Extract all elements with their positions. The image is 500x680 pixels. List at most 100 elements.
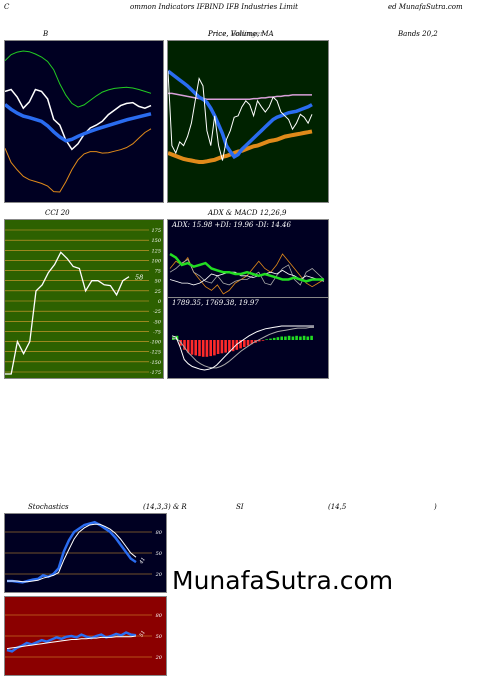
stoch-last-value: 41 [138,557,147,566]
header-center: ommon Indicators IFBIND IFB Industries L… [130,3,298,11]
macd-histogram-bar [299,336,302,340]
cci-tick-label: -125 [150,350,161,356]
stoch-tick-label: 50 [156,551,163,557]
minus-di-line [169,258,325,286]
macd-histogram-bar [231,340,235,352]
price-ma-short-line [168,69,313,160]
macd-histogram-bar [186,340,190,353]
macd-histogram-bar [280,336,283,340]
macd-histogram-bar [302,335,306,340]
adx-readout: ADX: 15.98 +DI: 19.96 -DI: 14.46 [172,221,291,229]
adx-chart [169,252,325,295]
rsi-title-a: SI [236,503,244,511]
rsi-chart: 80 50 20 51 [5,613,163,661]
rsi-title-c: ) [434,503,437,511]
rsi-panel: 80 50 20 51 [4,596,167,676]
price-close-line [168,70,313,161]
macd-histogram-bar [291,336,295,340]
macd-histogram-bar [190,340,194,355]
macd-chart [171,325,314,371]
macd-histogram-bar [246,340,250,346]
cci-tick-label: 25 [154,289,161,295]
bollinger-chart [5,50,152,193]
adx-panel [167,219,329,299]
cci-chart: 175 150 125 100 75 50 25 0 -25 -50 -75 -100 -125 -150… [5,228,162,376]
rsi-rsi-line [6,631,137,653]
cci-tick-label: 0 [158,299,162,305]
stoch-k-line [7,520,137,584]
cci-tick-label: 100 [151,258,161,264]
macd-histogram-bar [205,340,209,357]
adx-line [169,252,324,283]
stochastics-panel: 80 50 20 41 [4,513,167,593]
stoch-title-a: Stochastics [28,503,69,511]
adx-macd-title: ADX & MACD 12,26,9 [208,209,287,217]
cci-title: CCI 20 [45,209,70,217]
cci-tick-label: 75 [155,269,161,275]
price-panel [167,40,329,203]
cci-line [5,251,130,375]
macd-line [171,325,314,371]
macd-histogram-bar [272,337,276,340]
macd-histogram-bar [269,338,272,340]
stoch-tick-label: 20 [155,572,163,578]
macd-signal-line [172,326,314,369]
bollinger-middle-band-line [5,103,152,143]
rsi-rsi-ma-line [6,635,137,650]
cci-tick-label: -50 [153,319,162,325]
stochastics-chart: 80 50 20 41 [5,520,163,584]
macd-histogram-bar [183,340,186,350]
macd-histogram-bar [257,340,261,342]
cci-tick-label: -75 [153,329,161,335]
macd-histogram-bar [216,340,220,354]
macd-histogram-bar [265,339,268,340]
macd-histogram-bar [239,340,242,349]
rsi-tick-label: 50 [156,634,163,640]
bollinger-title: B [43,30,49,38]
cci-last-value: 58 [135,273,143,281]
macd-histogram-bar [284,336,287,340]
header-right: ed MunafaSutra.com [388,3,463,11]
cci-tick-label: -100 [150,340,162,346]
stoch-d-line [7,523,137,583]
bollinger-panel [4,40,164,203]
macd-panel [167,297,329,379]
di-diff-line [169,253,325,295]
macd-histogram-bar [224,340,227,353]
price-title-b: Price, Bollinger [208,30,264,38]
price-title-a: Price, Volume, MA [208,30,274,38]
cci-tick-label: 50 [155,279,162,285]
bollinger-upper-band-line [5,50,152,108]
macd-histogram-bar [209,340,212,357]
bollinger-lower-band-line [5,128,152,193]
macd-histogram-bar [306,336,310,340]
cci-tick-label: 150 [151,238,161,244]
macd-histogram-bar [220,340,224,354]
macd-histogram-bar [287,335,291,340]
watermark: MunafaSutra.com [172,566,394,595]
cci-panel: 175 150 125 100 75 50 25 0 -25 -50 -75 -100 -125 -150… [4,219,164,379]
rsi-tick-label: 20 [155,655,163,661]
price-ma-mid-line [168,92,312,101]
bollinger-price-line [5,88,152,151]
macd-readout: 1789.35, 1769.38, 19.97 [172,299,259,307]
stoch-tick-label: 80 [156,530,163,536]
macd-histogram-bar [213,340,216,356]
macd-histogram-bar [250,340,254,345]
header-left: C [4,3,10,11]
cci-tick-label: -25 [153,309,161,315]
rsi-last-value: 51 [139,630,147,639]
cci-tick-label: -150 [150,360,162,366]
rsi-title-b: (14,5 [328,503,347,511]
macd-histogram-bar [228,340,231,352]
macd-histogram-bar [198,340,201,357]
macd-histogram-bar [201,340,205,357]
macd-histogram-bar [295,335,298,340]
macd-histogram-bar [276,337,280,340]
rsi-tick-label: 80 [156,613,163,619]
macd-histogram-bar [194,340,197,356]
macd-histogram-bar [261,340,265,341]
cci-tick-label: 125 [151,248,161,254]
bands-title: Bands 20,2 [398,30,438,38]
price-ma-long-line [168,129,313,164]
